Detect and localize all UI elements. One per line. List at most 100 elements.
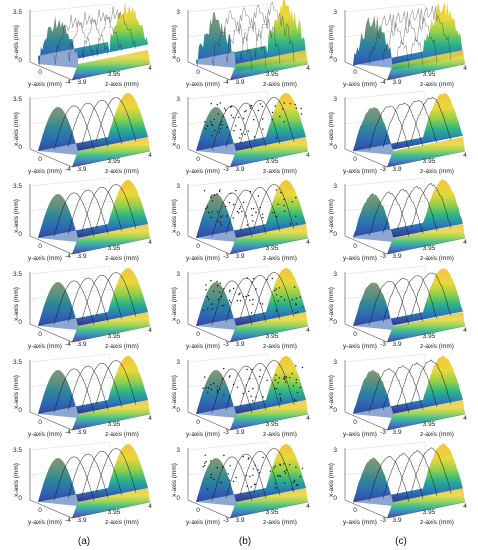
scatter-point xyxy=(283,204,285,207)
panel-5-1: 30x-axis (mm)0-3y-axis (mm) 3.93.954z-axi… xyxy=(171,441,310,526)
surface-front xyxy=(196,282,236,330)
x-tick-1: 3.9 xyxy=(235,341,244,348)
x-tick-1: 3.9 xyxy=(392,429,401,436)
blade-curve-3 xyxy=(253,1,295,63)
blade-curve-0 xyxy=(53,280,95,325)
scatter-point xyxy=(219,102,221,104)
surface-front xyxy=(353,107,393,155)
panel-3-0: 3.50x-axis (mm)0-4y-axis (mm) 3.93.954z-a… xyxy=(13,265,152,350)
scatter-point xyxy=(296,311,299,313)
surface-side xyxy=(230,488,308,518)
scatter-point xyxy=(233,203,235,206)
z-axis-label: x-axis (mm) xyxy=(13,199,20,233)
scatter-point xyxy=(262,128,264,130)
scatter-point xyxy=(253,119,255,121)
scatter-point xyxy=(274,211,276,213)
scatter-point xyxy=(211,211,213,213)
scatter-point xyxy=(248,294,250,297)
scatter-point xyxy=(295,484,298,486)
scatter-point xyxy=(220,296,223,298)
scatter-point xyxy=(207,211,210,214)
scatter-point xyxy=(274,487,277,489)
scatter-point xyxy=(242,295,244,298)
scatter-point xyxy=(248,390,250,392)
blade-curve-3 xyxy=(253,97,295,142)
scatter-point xyxy=(288,376,291,379)
scatter-point xyxy=(246,224,249,226)
x-tick-2: 3.95 xyxy=(423,158,436,165)
column-label-a: (a) xyxy=(78,536,90,547)
blade-curve-3 xyxy=(253,272,295,317)
blade-curve-3 xyxy=(95,448,137,493)
blade-curve-3 xyxy=(253,448,295,493)
scatter-point xyxy=(266,379,268,381)
scatter-point xyxy=(283,102,285,104)
scatter-point xyxy=(228,202,231,204)
scatter-point xyxy=(236,210,239,213)
x-axis-label: z-axis (mm) xyxy=(420,343,454,350)
scatter-point xyxy=(244,111,246,113)
scatter-point xyxy=(250,208,253,210)
scatter-point xyxy=(217,220,220,222)
scatter-point xyxy=(252,298,254,301)
surface-front xyxy=(353,15,393,70)
z-axis-label: x-axis (mm) xyxy=(13,375,20,409)
blade-curve-1 xyxy=(225,189,267,235)
column-label-b: (b) xyxy=(239,536,251,547)
blade-curve-2 xyxy=(396,275,438,320)
blade-curve-3 xyxy=(95,272,137,317)
x-tick-1: 3.9 xyxy=(77,517,86,524)
x-axis-label: z-axis (mm) xyxy=(263,255,297,262)
scatter-point xyxy=(242,392,244,395)
blade-curve-0 xyxy=(368,105,410,151)
z-tick-top: 3 xyxy=(176,96,180,103)
y-axis-label: y-axis (mm) xyxy=(343,255,377,262)
scatter-point xyxy=(273,467,275,469)
scatter-point xyxy=(228,376,231,378)
x-tick-3: 4 xyxy=(306,65,310,72)
blade-curve-2 xyxy=(239,4,281,66)
scatter-point xyxy=(213,129,216,132)
x-tick-3: 4 xyxy=(463,152,467,159)
x-tick-2: 3.95 xyxy=(108,71,121,78)
y-axis-label: y-axis (mm) xyxy=(186,255,220,262)
scatter-point xyxy=(235,125,237,127)
scatter-point xyxy=(259,302,261,304)
y-tick-neg: -4 xyxy=(380,79,386,86)
scatter-point xyxy=(221,124,223,126)
y-tick-mid: 0 xyxy=(38,507,42,514)
scatter-point xyxy=(276,215,278,218)
scatter-point xyxy=(300,113,303,115)
blade-curve-2 xyxy=(81,362,123,408)
y-tick-neg: -4 xyxy=(65,517,71,524)
scatter-point xyxy=(219,222,221,224)
x-tick-1: 3.9 xyxy=(392,79,401,86)
z-axis-label: x-axis (mm) xyxy=(13,25,20,59)
scatter-point xyxy=(207,391,209,393)
surface-side xyxy=(72,312,150,342)
z-tick-zero: 0 xyxy=(176,495,180,502)
blade-curve-3 xyxy=(95,184,137,229)
scatter-point xyxy=(218,131,220,133)
blade-curve-3 xyxy=(410,5,452,61)
scatter-point xyxy=(261,303,264,305)
blade-curve-1 xyxy=(225,102,267,148)
x-tick-3: 4 xyxy=(148,327,152,334)
scatter-point xyxy=(259,206,261,209)
scatter-point xyxy=(300,107,302,110)
x-tick-1: 3.9 xyxy=(77,429,86,436)
x-tick-1: 3.9 xyxy=(392,253,401,260)
surface-side xyxy=(387,400,465,430)
scatter-point xyxy=(246,368,248,371)
blade-curve-2 xyxy=(81,186,123,232)
scatter-point xyxy=(206,125,209,127)
y-axis-label: y-axis (mm) xyxy=(28,431,62,438)
scatter-point xyxy=(239,137,241,139)
scatter-point xyxy=(230,114,232,117)
panels-group: 3.50x-axis (mm)0-4y-axis (mm) 3.93.954z-a… xyxy=(13,0,467,526)
blade-curve-1 xyxy=(382,453,424,499)
scatter-point xyxy=(219,216,222,219)
scatter-point xyxy=(289,103,291,105)
x-tick-3: 4 xyxy=(148,152,152,159)
surface-side xyxy=(230,224,308,254)
